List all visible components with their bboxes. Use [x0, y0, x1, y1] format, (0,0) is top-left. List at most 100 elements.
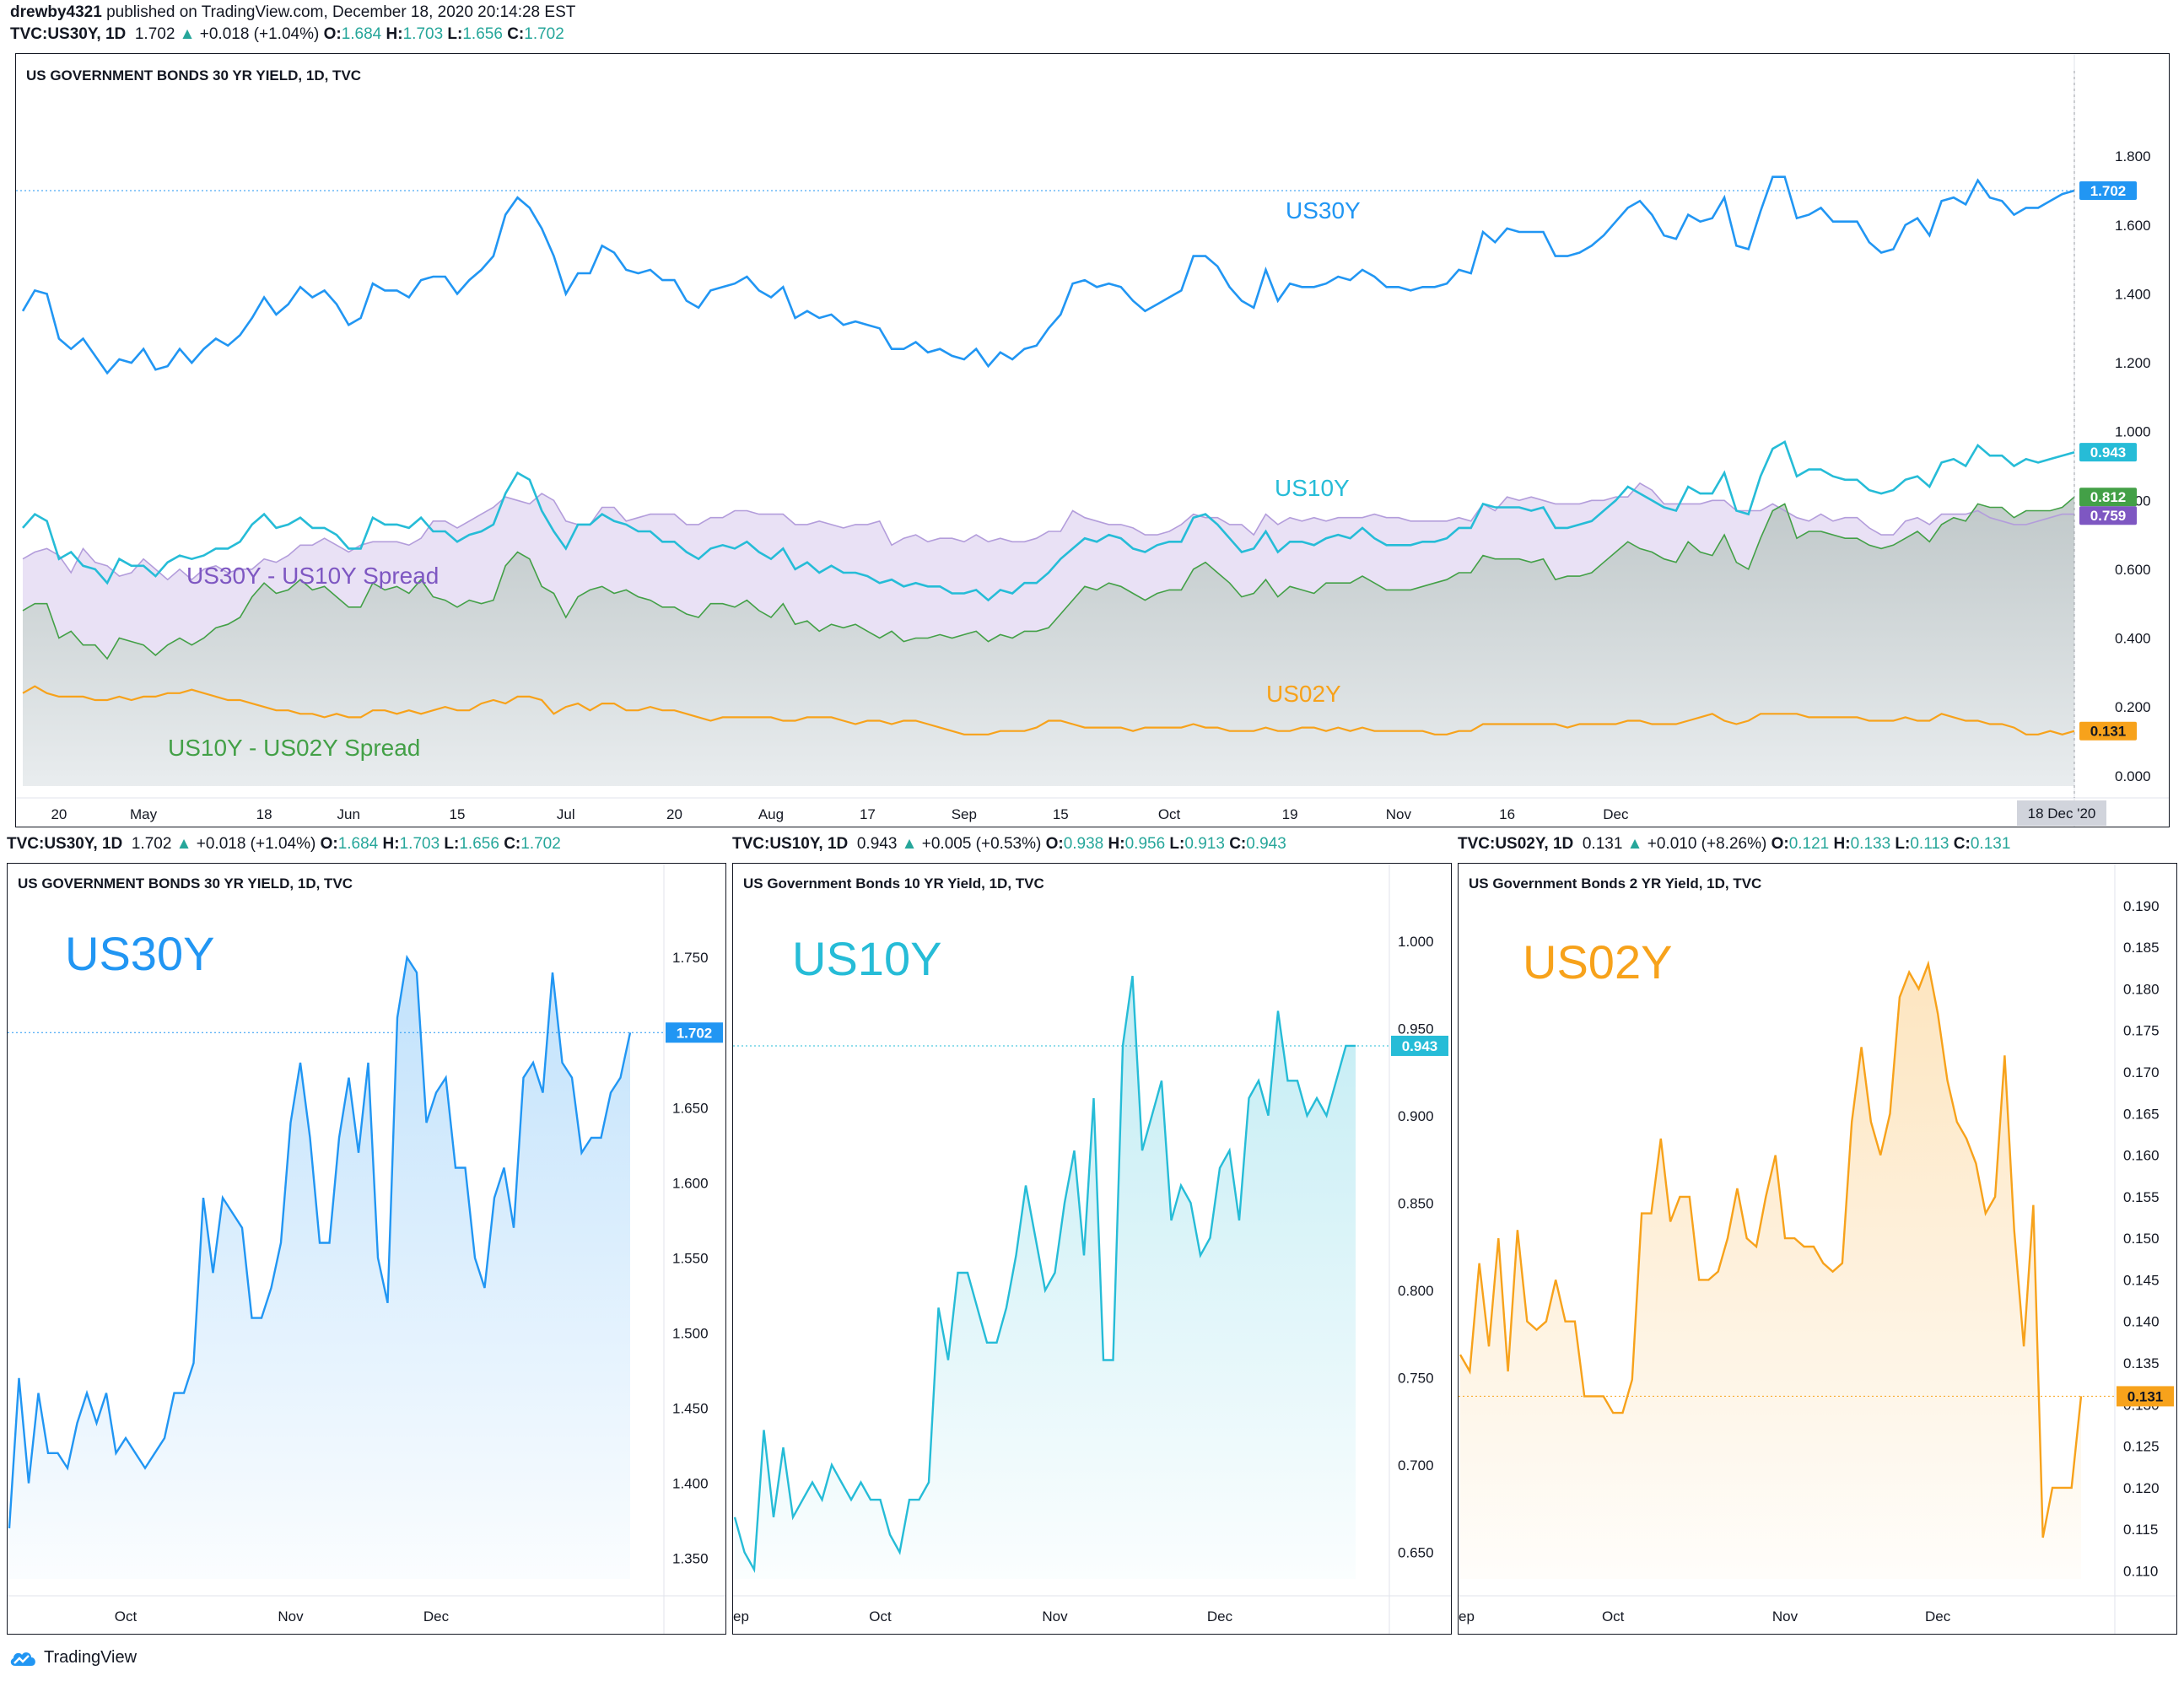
series-line [733, 975, 1356, 1574]
x-tick-label: Sep [952, 806, 977, 822]
us02y-chart-svg[interactable]: 0.1100.1150.1200.1250.1300.1350.1400.145… [1459, 864, 2176, 1634]
label-us30y: US30Y [1286, 197, 1361, 224]
y-tick-label: 0.185 [2123, 940, 2160, 956]
x-tick-label: Jun [337, 806, 360, 822]
main-chart-title: US GOVERNMENT BONDS 30 YR YIELD, 1D, TVC [26, 67, 362, 84]
label-us02y: US02Y [1266, 681, 1341, 707]
x-tick-label: Nov [1386, 806, 1412, 822]
main-chart-panel[interactable]: US GOVERNMENT BONDS 30 YR YIELD, 1D, TVC… [15, 53, 2170, 827]
main-chart-svg[interactable]: 0.0000.2000.4000.6000.8001.0001.2001.400… [16, 54, 2169, 827]
y-tick-label: 0.110 [2123, 1563, 2158, 1579]
us10y-line [22, 439, 2075, 602]
us30y-panel-title: US GOVERNMENT BONDS 30 YR YIELD, 1D, TVC [18, 876, 353, 892]
x-tick-label: Nov [278, 1608, 304, 1624]
panel2-ohlc: TVC:US10Y, 1D 0.943 ▲ +0.005 (+0.53%) O:… [732, 835, 1286, 853]
x-tick-label: Nov [1772, 1608, 1798, 1624]
y-tick-label: 1.600 [2115, 218, 2151, 234]
us30y-line [21, 175, 2075, 375]
ohlc-open: 1.684 [341, 25, 382, 43]
y-tick-label: 1.000 [1398, 934, 1434, 950]
ohlc-high: 1.703 [402, 25, 444, 43]
ohlc-low: 0.913 [1184, 835, 1225, 853]
x-tick-label: Oct [1602, 1608, 1625, 1624]
y-tick-label: 0.160 [2123, 1148, 2160, 1164]
y-tick-label: 0.115 [2123, 1522, 2158, 1538]
x-tick-label: Aug [758, 806, 784, 822]
x-tick-label: 20 [51, 806, 67, 822]
publish-text: published on TradingView.com, December 1… [106, 3, 576, 21]
last-value-badge-us10: 0.943 [2079, 443, 2137, 462]
y-tick-label: 1.800 [2115, 148, 2151, 164]
y-tick-label: 1.200 [2115, 355, 2151, 371]
x-tick-label: ep [1459, 1608, 1475, 1624]
svg-text:0.131: 0.131 [2127, 1388, 2164, 1404]
spread-30-10-line [22, 482, 2074, 581]
spread-10-02-area [23, 497, 2074, 786]
x-tick-label: Dec [1207, 1608, 1233, 1624]
us02y-panel-title: US Government Bonds 2 YR Yield, 1D, TVC [1469, 876, 1762, 892]
x-tick-label: 20 [666, 806, 682, 822]
ohlc-low: 0.113 [1910, 835, 1949, 853]
y-tick-label: 0.190 [2123, 898, 2160, 914]
y-tick-label: 1.550 [672, 1250, 709, 1266]
ohlc-symbol[interactable]: TVC:US30Y, 1D [7, 835, 123, 853]
us30y-panel[interactable]: US GOVERNMENT BONDS 30 YR YIELD, 1D, TVC… [7, 863, 726, 1635]
last-value-badge-us02: 0.131 [2079, 721, 2137, 741]
y-tick-label: 1.600 [672, 1175, 709, 1191]
ohlc-change: +0.005 (+0.53%) [921, 835, 1042, 853]
up-arrow-icon: ▲ [1626, 835, 1643, 853]
y-tick-label: 1.650 [672, 1100, 709, 1116]
ohlc-change: +0.018 (+1.04%) [199, 25, 320, 43]
ohlc-high: 0.956 [1124, 835, 1166, 853]
label-us10y: US10Y [1275, 475, 1350, 501]
ohlc-symbol[interactable]: TVC:US10Y, 1D [732, 835, 849, 853]
area-fill [1460, 963, 2081, 1579]
y-tick-label: 0.180 [2123, 981, 2160, 997]
y-tick-label: 0.155 [2123, 1189, 2160, 1205]
ohlc-last: 1.702 [131, 835, 172, 853]
y-tick-label: 0.200 [2115, 699, 2151, 715]
y-tick-label: 0.950 [1398, 1021, 1434, 1037]
us02y-line [22, 685, 2075, 735]
ohlc-symbol[interactable]: TVC:US30Y, 1D [10, 25, 127, 43]
svg-text:1.702: 1.702 [677, 1025, 713, 1041]
y-tick-label: 0.120 [2123, 1480, 2160, 1496]
panel3-ohlc: TVC:US02Y, 1D 0.131 ▲ +0.010 (+8.26%) O:… [1458, 835, 2011, 853]
svg-text:0.943: 0.943 [1402, 1038, 1438, 1054]
us30y-chart-svg[interactable]: 1.3501.4001.4501.5001.5501.6001.6501.700… [8, 864, 725, 1634]
series-line [1459, 960, 2083, 1538]
ohlc-change: +0.018 (+1.04%) [196, 835, 316, 853]
us10y-chart-svg[interactable]: 0.650 0.700 0.750 0.800 0.850 0.900 0.950 1.000… [733, 864, 1451, 1634]
ohlc-low: 1.656 [462, 25, 503, 43]
y-tick-label: 0.400 [2115, 631, 2151, 647]
series-line [8, 954, 632, 1528]
y-tick-label: 0.800 [1398, 1283, 1434, 1299]
us02y-panel[interactable]: US Government Bonds 2 YR Yield, 1D, TVC … [1458, 863, 2177, 1635]
publish-line: drewby4321 published on TradingView.com,… [10, 3, 575, 22]
series-big-label: US10Y [792, 932, 941, 985]
x-tick-label: Nov [1042, 1608, 1068, 1624]
last-value-badge: 1.702 [666, 1022, 723, 1043]
ohlc-symbol[interactable]: TVC:US02Y, 1D [1458, 835, 1574, 853]
tradingview-logo[interactable]: TradingView [8, 1648, 137, 1668]
svg-text:0.812: 0.812 [2090, 489, 2127, 505]
y-tick-label: 0.150 [2123, 1231, 2160, 1247]
x-tick-label: 16 [1499, 806, 1515, 822]
spread-10-02-line [22, 496, 2075, 660]
y-tick-label: 1.450 [672, 1400, 709, 1416]
top-ohlc: TVC:US30Y, 1D 1.702 ▲ +0.018 (+1.04%) O:… [10, 25, 564, 43]
x-tick-label: Dec [1603, 806, 1629, 822]
us10y-panel[interactable]: US Government Bonds 10 YR Yield, 1D, TVC… [732, 863, 1452, 1635]
ohlc-close: 0.943 [1246, 835, 1286, 853]
x-tick-label: Jul [557, 806, 575, 822]
svg-text:0.759: 0.759 [2090, 508, 2127, 524]
svg-text:1.702: 1.702 [2090, 183, 2127, 199]
ohlc-last: 0.943 [856, 835, 898, 853]
ohlc-high: 0.133 [1850, 835, 1891, 853]
y-tick-label: 0.850 [1398, 1195, 1434, 1211]
x-tick-label: Oct [869, 1608, 892, 1624]
x-tick-label: 15 [1053, 806, 1069, 822]
ohlc-last: 1.702 [134, 25, 175, 43]
svg-text:0.131: 0.131 [2090, 724, 2127, 740]
y-tick-label: 0.175 [2123, 1023, 2160, 1039]
